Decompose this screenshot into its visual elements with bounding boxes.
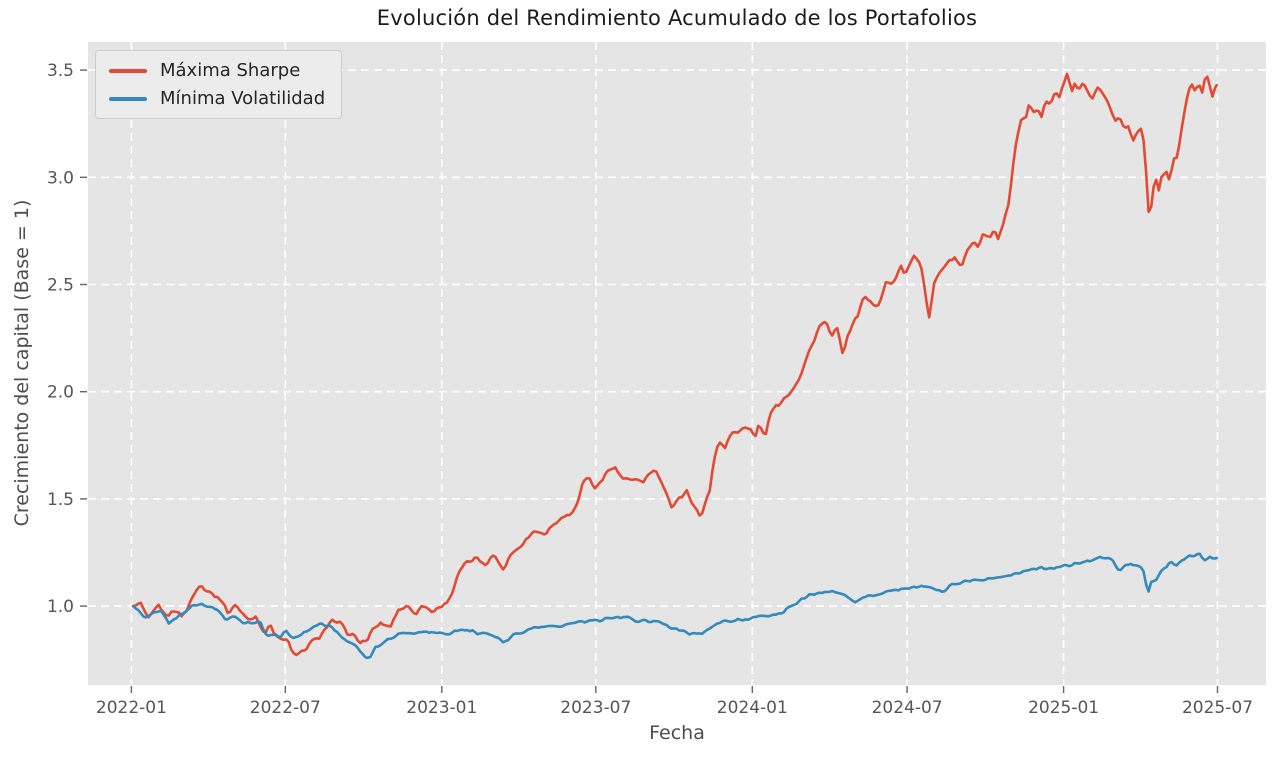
x-tick-label: 2024-01 (717, 698, 788, 718)
plot-background (88, 42, 1266, 685)
series-line-minima-volatilidad (131, 552, 1218, 660)
legend-entry: Mínima Volatilidad (109, 88, 325, 109)
x-tick-label: 2022-07 (250, 698, 321, 718)
y-tick-label: 2.5 (47, 276, 74, 296)
legend-entry: Máxima Sharpe (109, 60, 325, 81)
series-line-maxima-sharpe (131, 72, 1218, 657)
x-tick-label: 2022-01 (96, 698, 167, 718)
x-tick-label: 2023-07 (560, 698, 631, 718)
y-tick-label: 3.0 (47, 168, 74, 188)
y-tick-label: 3.5 (47, 61, 74, 81)
legend-line-swatch-icon (109, 68, 147, 73)
chart-title: Evolución del Rendimiento Acumulado de l… (376, 6, 978, 30)
y-tick-label: 1.5 (47, 490, 74, 510)
x-tick-label: 2023-01 (406, 698, 477, 718)
x-tick-label: 2024-07 (872, 698, 943, 718)
legend: Máxima Sharpe Mínima Volatilidad (95, 50, 343, 119)
legend-label: Mínima Volatilidad (160, 88, 326, 109)
y-tick-label: 1.0 (47, 597, 74, 617)
y-tick-label: 2.0 (47, 383, 74, 403)
y-axis-label: Crecimiento del capital (Base = 1) (11, 199, 33, 527)
legend-line-swatch-icon (109, 96, 147, 101)
x-tick-label: 2025-01 (1028, 698, 1099, 718)
x-axis-label: Fecha (649, 722, 705, 744)
legend-label: Máxima Sharpe (160, 60, 301, 81)
x-tick-label: 2025-07 (1182, 698, 1253, 718)
